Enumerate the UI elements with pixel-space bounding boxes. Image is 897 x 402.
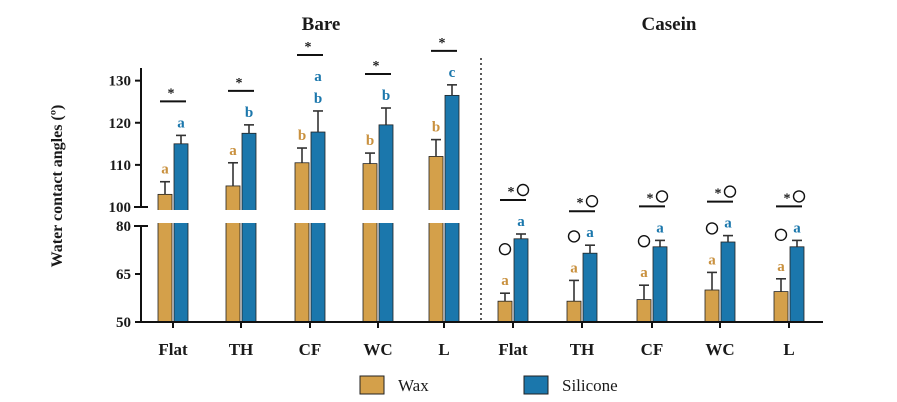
significance-star: * — [236, 76, 243, 91]
significance-letter: a — [517, 214, 525, 230]
bar-wax — [225, 185, 241, 323]
significance-letter: a — [177, 115, 185, 131]
legend: Wax Silicone — [359, 375, 618, 395]
significance-star: * — [577, 196, 584, 211]
bar-wax — [294, 162, 310, 323]
bar-silicone — [310, 131, 326, 323]
significance-star: * — [439, 36, 446, 51]
significance-letter: a — [161, 162, 169, 178]
significance-letter: b — [298, 128, 306, 144]
group-title-bare: Bare — [302, 14, 341, 35]
significance-letter: a — [586, 225, 594, 241]
bar-silicone — [652, 246, 668, 323]
axes-layer: 100 110 120 130 50 65 80 Flat TH CF WC L Flat TH CF WC L… — [49, 14, 823, 359]
x-tick-label: TH — [229, 340, 254, 359]
open-circle-marker — [637, 234, 651, 248]
significance-star: * — [305, 40, 312, 55]
significance-star: * — [715, 187, 722, 202]
bar-silicone — [513, 238, 529, 323]
bar-silicone — [444, 94, 460, 323]
open-circle-marker — [774, 228, 788, 242]
significance-letter: a — [708, 252, 716, 268]
significance-letter: a — [777, 259, 785, 275]
open-circle-marker — [516, 183, 530, 197]
x-tick-label: WC — [363, 340, 392, 359]
bar-silicone — [720, 241, 736, 323]
x-tick-label: WC — [705, 340, 734, 359]
significance-letter: a — [314, 69, 322, 85]
x-tick-label: TH — [570, 340, 595, 359]
x-tick-label: CF — [299, 340, 322, 359]
bar-silicone — [582, 252, 598, 323]
significance-letter: b — [366, 133, 374, 149]
open-circle-marker — [498, 242, 512, 256]
bar-silicone — [173, 143, 189, 323]
bar-wax — [704, 289, 720, 323]
bar-silicone — [378, 124, 394, 323]
y-tick-label: 120 — [109, 116, 132, 132]
open-circle-marker — [655, 190, 669, 203]
open-circle-marker — [567, 230, 581, 243]
bar-silicone — [241, 132, 257, 323]
open-circle-marker — [723, 185, 737, 198]
y-tick-label: 80 — [116, 219, 131, 235]
y-tick-label: 100 — [109, 200, 132, 216]
significance-letter: a — [570, 260, 578, 276]
significance-letter: b — [245, 105, 253, 121]
significance-letter: a — [724, 216, 732, 232]
x-tick-label: L — [783, 340, 794, 359]
significance-star: * — [508, 185, 515, 200]
significance-star: * — [168, 86, 175, 101]
y-tick-label: 65 — [116, 267, 131, 283]
y-tick-label: 50 — [116, 315, 131, 331]
significance-letter: c — [449, 65, 456, 81]
bar-wax — [773, 291, 789, 323]
annotations-layer: aa*ab*bab*bb*bc*aa*aa*aa*aa*aa* — [140, 36, 806, 289]
group-title-casein: Casein — [642, 14, 697, 35]
legend-swatch-silicone — [523, 375, 549, 395]
legend-label-wax: Wax — [398, 376, 429, 395]
open-circle-marker — [705, 222, 719, 235]
y-tick-label: 130 — [109, 74, 132, 90]
bar-silicone — [789, 246, 805, 323]
y-axis-label: Water contact angles (º) — [49, 105, 66, 268]
significance-letter: a — [640, 265, 648, 281]
bar-wax — [428, 156, 444, 323]
y-tick-label: 110 — [109, 158, 131, 174]
significance-letter: b — [382, 88, 390, 104]
x-tick-label: Flat — [498, 340, 528, 359]
open-circle-marker — [792, 190, 806, 203]
significance-letter: b — [432, 120, 440, 136]
x-tick-label: CF — [641, 340, 664, 359]
bar-wax — [636, 299, 652, 323]
open-circle-marker — [585, 194, 599, 208]
significance-letter: a — [501, 273, 509, 289]
significance-letter: a — [229, 143, 237, 159]
bar-wax — [566, 300, 582, 323]
significance-star: * — [647, 191, 654, 206]
significance-star: * — [373, 59, 380, 74]
legend-swatch-wax — [359, 375, 385, 395]
significance-star: * — [784, 191, 791, 206]
bar-wax — [362, 163, 378, 323]
significance-letter: a — [656, 220, 664, 236]
significance-letter: a — [793, 220, 801, 236]
axis-break-gap — [140, 210, 480, 223]
significance-letter: b — [314, 91, 322, 107]
x-tick-label: Flat — [158, 340, 188, 359]
legend-label-silicone: Silicone — [562, 376, 618, 395]
x-tick-label: L — [438, 340, 449, 359]
bar-wax — [497, 300, 513, 323]
